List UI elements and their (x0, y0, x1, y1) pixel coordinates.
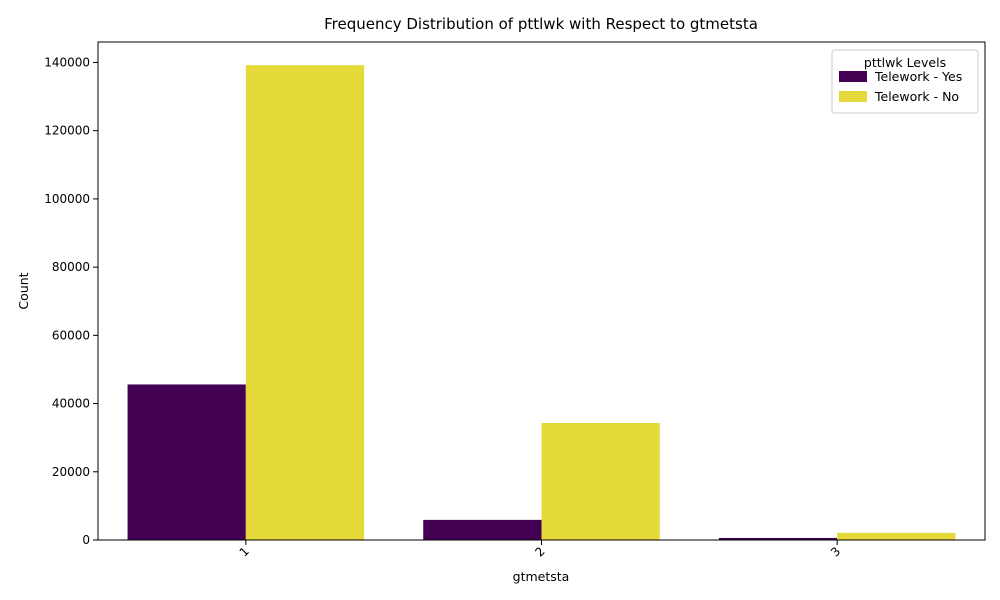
legend-label: Telework - Yes (874, 69, 962, 84)
legend: pttlwk Levels Telework - Yes Telework - N… (831, 49, 979, 114)
y-tick-label: 140000 (44, 55, 90, 69)
x-tick-label: 3 (828, 544, 843, 559)
legend-swatch (839, 91, 867, 102)
bar-telework-no-3 (837, 532, 956, 540)
bar-telework-yes-2 (423, 519, 542, 540)
y-tick-label: 80000 (52, 260, 90, 274)
legend-label: Telework - No (874, 89, 959, 104)
y-tick-label: 100000 (44, 192, 90, 206)
legend-swatch (839, 71, 867, 82)
legend-box (831, 49, 979, 114)
bar-telework-yes-1 (127, 384, 246, 540)
bar-telework-no-1 (245, 65, 365, 540)
x-tick-label: 1 (237, 544, 252, 559)
y-tick-label: 20000 (52, 465, 90, 479)
y-tick-label: 0 (82, 533, 90, 547)
y-tick-label: 40000 (52, 397, 90, 411)
y-tick-label: 120000 (44, 124, 90, 138)
bar-telework-yes-3 (718, 537, 838, 540)
bar-telework-no-2 (541, 423, 660, 540)
legend-title: pttlwk Levels (864, 55, 946, 70)
y-axis-label: Count (16, 272, 31, 309)
x-axis: 1 2 3 (237, 540, 843, 560)
bars-group (127, 65, 956, 540)
x-axis-label: gtmetsta (513, 569, 570, 584)
x-tick-label: 2 (532, 544, 547, 559)
chart-title: Frequency Distribution of pttlwk with Re… (324, 15, 758, 33)
y-tick-label: 60000 (52, 328, 90, 342)
y-axis: 0 20000 40000 60000 80000 100000 120000 140000 (44, 55, 98, 547)
